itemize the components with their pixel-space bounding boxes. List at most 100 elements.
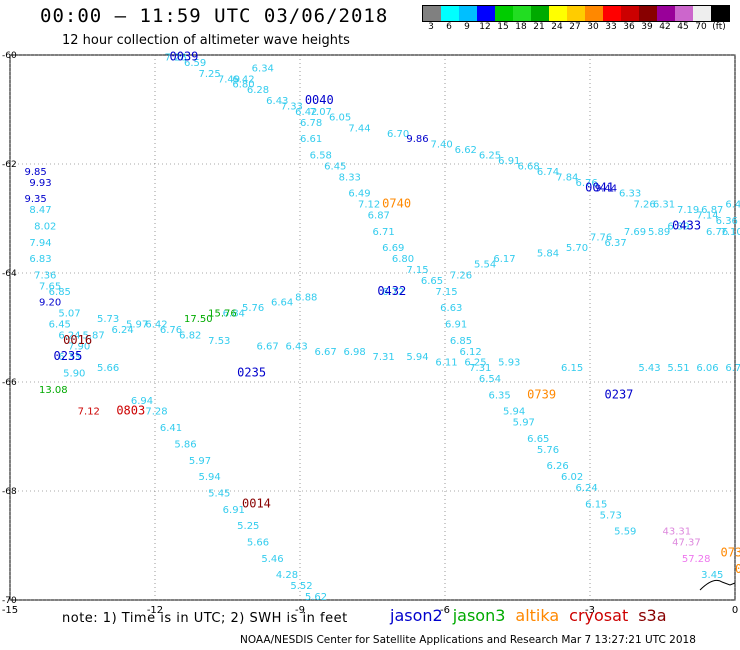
- data-point-jason2: 7.65: [39, 281, 61, 292]
- data-point-jason2: 6.70: [387, 129, 409, 140]
- color-scale-label: 36: [623, 22, 635, 32]
- color-swatch: [513, 6, 531, 21]
- data-point-jason2: 6.54: [479, 374, 501, 385]
- data-point-jason2: 7.28: [145, 407, 167, 418]
- legend-entry-altika: altika: [515, 606, 560, 625]
- data-point-jason2: 4.28: [276, 570, 298, 581]
- data-point-jason2: 6.87: [701, 205, 723, 216]
- data-point-jason2: 7.25: [199, 69, 221, 80]
- data-point-jason2: 6.58: [310, 151, 332, 162]
- y-tick-label: -62: [2, 160, 17, 170]
- color-scale-label: 15: [497, 22, 509, 32]
- data-point-jason2: 5.90: [63, 369, 85, 380]
- data-point-jason2: 6.15: [561, 363, 583, 374]
- y-tick-label: -64: [2, 269, 17, 279]
- data-point-jason2: 5.73: [97, 314, 119, 325]
- data-point-jason2: 6.69: [382, 243, 404, 254]
- pass-time-label: 0014: [242, 496, 271, 510]
- color-scale-label: 30: [587, 22, 599, 32]
- data-point-jason2: 5.70: [566, 243, 588, 254]
- data-point-jason2: 6.76: [706, 227, 728, 238]
- data-point-jason2: 6.40: [725, 200, 740, 211]
- data-point-jason2: 6.68: [518, 161, 540, 172]
- data-point-jason2: 6.73: [725, 363, 740, 374]
- data-point-jason2: 5.97: [126, 320, 148, 331]
- data-point-jason2: 6.76: [160, 325, 182, 336]
- data-point-jason2: 6.31: [653, 200, 675, 211]
- chart-title: 00:00 – 11:59 UTC 03/06/2018: [40, 5, 389, 27]
- data-point-jason2: 6.45: [49, 320, 71, 331]
- data-point-jason2: 7.19: [677, 205, 699, 216]
- data-point-jason2: 5.54: [474, 260, 496, 271]
- data-point-jason2: 6.65: [527, 434, 549, 445]
- data-point-jason2: 5.73: [600, 510, 622, 521]
- data-point-jason2: 8.88: [295, 292, 317, 303]
- data-point-jason2: 5.51: [667, 363, 689, 374]
- data-point-jason2: 5.87: [83, 330, 105, 341]
- data-point-jason2: 6.87: [368, 211, 390, 222]
- data-point-jason2: 6.24: [576, 483, 598, 494]
- data-point-jason2: 6.80: [232, 80, 254, 91]
- data-point-jason2: 7.90: [68, 341, 90, 352]
- x-tick-label: -3: [585, 605, 595, 616]
- data-point-jason2: 6.94: [131, 396, 153, 407]
- data-point-jason2: 5.59: [614, 527, 636, 538]
- data-point-s3a: 57.28: [682, 554, 711, 565]
- data-point-jason2: 6.11: [435, 358, 457, 369]
- data-point-s3a: 3.45: [701, 570, 723, 581]
- data-point-jason2: 8.47: [29, 205, 51, 216]
- data-point-jason2: 9.44: [595, 183, 617, 194]
- data-point-jason2: 5.89: [648, 227, 670, 238]
- data-point-jason2: 6.83: [29, 254, 51, 265]
- data-point-jason2: 6.62: [455, 145, 477, 156]
- data-point-jason2: 6.02: [561, 472, 583, 483]
- pass-time-label: 0041: [585, 180, 614, 194]
- coastline: [699, 579, 736, 591]
- mission-legend: jason2 jason3 altika cryosat s3a: [390, 606, 667, 625]
- legend-entry-jason3: jason3: [452, 606, 506, 625]
- color-swatch: [423, 6, 441, 21]
- data-point-jason2: 6.42: [232, 74, 254, 85]
- y-tick-label: -60: [2, 51, 17, 61]
- color-scale-label: 3: [428, 22, 434, 32]
- color-scale-label: 9: [464, 22, 470, 32]
- data-point-jason2: 7.12: [358, 200, 380, 211]
- data-point-jason2: 5.97: [189, 456, 211, 467]
- data-point-cryosat: 7.12: [78, 407, 100, 418]
- data-point-jason2: 6.67: [257, 341, 279, 352]
- data-point-jason2: 7.40: [431, 140, 453, 151]
- color-scale-label: 70: [695, 22, 707, 32]
- data-point-jason2: 8.02: [34, 221, 56, 232]
- data-point-jason2: 6.41: [160, 423, 182, 434]
- x-tick-label: -15: [2, 605, 18, 616]
- data-point-jason2: 7.84: [556, 172, 578, 183]
- color-scale-label: 42: [659, 22, 671, 32]
- color-scale-label: (ft): [712, 22, 726, 32]
- data-point-jason2: 7.69: [624, 227, 646, 238]
- pass-time-label: 0016: [63, 333, 92, 347]
- chart-subtitle: 12 hour collection of altimeter wave hei…: [62, 33, 350, 48]
- credit-line: NOAA/NESDIS Center for Satellite Applica…: [240, 634, 696, 646]
- data-point-jason2: 6.42: [145, 320, 167, 331]
- data-point-jason2: 6.33: [58, 352, 80, 363]
- data-point-jason2: 7.14: [696, 211, 718, 222]
- pass-time-label: 0740: [382, 197, 411, 211]
- pass-time-label: 07: [735, 562, 740, 576]
- pass-time-label: 0432: [377, 284, 406, 298]
- legend-entry-s3a: s3a: [638, 606, 667, 625]
- data-point-jason2: 6.76: [576, 178, 598, 189]
- data-point-jason2: 7.15: [406, 265, 428, 276]
- pass-time-label: 0040: [305, 93, 334, 107]
- color-scale-label: 27: [569, 22, 581, 32]
- color-swatch: [621, 6, 639, 21]
- pass-time-label: 0739: [527, 387, 556, 401]
- color-swatch: [549, 6, 567, 21]
- data-point-jason2: 7.31: [373, 352, 395, 363]
- data-point-jason2: 7.26: [450, 270, 472, 281]
- data-point-jason2: 6.36: [716, 216, 738, 227]
- data-point-jason2: 5.94: [199, 472, 221, 483]
- color-swatch: [603, 6, 621, 21]
- data-point-jason2: 5.66: [247, 538, 269, 549]
- data-point-jason2: 6.63: [440, 303, 462, 314]
- y-tick-label: -70: [2, 596, 17, 606]
